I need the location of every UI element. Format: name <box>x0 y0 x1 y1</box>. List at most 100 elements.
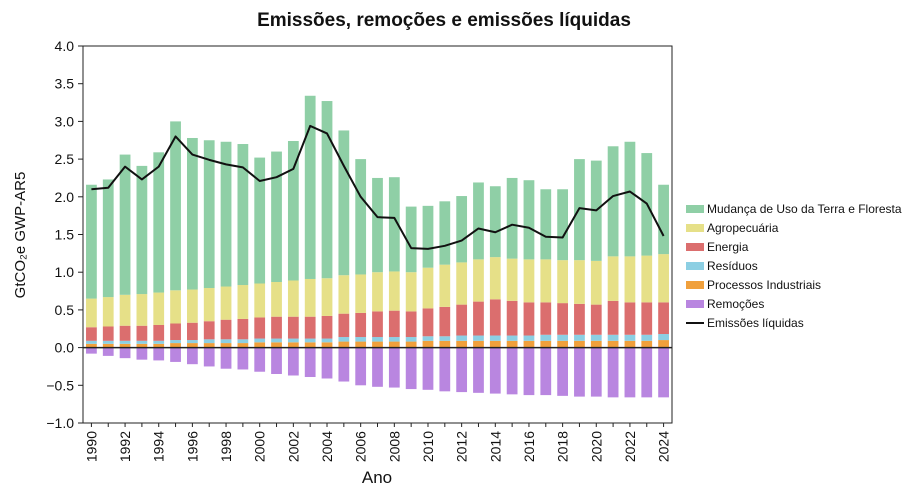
bar-energia-2004 <box>321 315 333 339</box>
y-tick-label: 4.0 <box>55 38 75 54</box>
bar-res-duos-1990 <box>86 340 97 344</box>
bar-res-duos-2017 <box>540 334 552 341</box>
bar-processos-industriais-1997 <box>203 343 215 348</box>
bar-agropecu-ria-1998 <box>220 286 232 320</box>
bar-res-duos-2018 <box>557 334 568 341</box>
bar-remo-es-2019 <box>574 347 585 397</box>
bar-mudan-a-de-uso-da-terra-e-floresta-2015 <box>506 177 518 259</box>
bar-processos-industriais-2016 <box>523 340 535 348</box>
bar-res-duos-2007 <box>372 337 383 342</box>
x-tick-label: 2000 <box>252 431 268 462</box>
bar-remo-es-1992 <box>119 347 131 359</box>
bar-res-duos-1996 <box>187 340 198 344</box>
legend-label: Energia <box>707 240 749 254</box>
bar-mudan-a-de-uso-da-terra-e-floresta-1994 <box>153 152 165 293</box>
bar-mudan-a-de-uso-da-terra-e-floresta-2011 <box>439 201 451 265</box>
bar-energia-2017 <box>540 302 552 335</box>
bar-energia-2013 <box>473 301 484 336</box>
bar-res-duos-2022 <box>624 334 636 341</box>
bar-processos-industriais-2017 <box>540 340 552 348</box>
bar-energia-1991 <box>102 326 114 341</box>
bar-processos-industriais-2014 <box>489 340 501 348</box>
x-tick-label: 2024 <box>656 431 672 462</box>
bar-remo-es-2000 <box>254 347 266 372</box>
bar-remo-es-2017 <box>540 347 552 396</box>
bar-processos-industriais-2023 <box>641 340 653 348</box>
bar-agropecu-ria-2023 <box>641 255 653 303</box>
bar-mudan-a-de-uso-da-terra-e-floresta-1999 <box>237 144 249 286</box>
bar-energia-2014 <box>489 299 501 336</box>
legend-swatch <box>686 205 704 213</box>
bar-processos-industriais-2003 <box>304 342 316 348</box>
bar-remo-es-2016 <box>523 347 535 396</box>
x-tick-label: 2006 <box>353 431 369 462</box>
y-tick-label: 3.5 <box>55 76 75 92</box>
bar-energia-2015 <box>506 300 518 336</box>
x-tick-label: 2022 <box>622 431 638 462</box>
bar-agropecu-ria-2008 <box>388 271 400 311</box>
bar-processos-industriais-1999 <box>237 343 249 348</box>
bar-agropecu-ria-2017 <box>540 259 552 303</box>
y-tick-label: 0.0 <box>55 340 75 356</box>
bar-energia-2005 <box>338 313 350 338</box>
bar-mudan-a-de-uso-da-terra-e-floresta-2004 <box>321 101 333 279</box>
bar-remo-es-1996 <box>187 347 198 365</box>
bar-energia-2003 <box>304 316 316 339</box>
bar-energia-2006 <box>355 312 367 338</box>
bar-energia-2022 <box>624 302 636 335</box>
bar-agropecu-ria-2004 <box>321 278 333 316</box>
bar-agropecu-ria-2002 <box>287 280 299 317</box>
bar-mudan-a-de-uso-da-terra-e-floresta-1992 <box>119 154 131 295</box>
bar-agropecu-ria-2011 <box>439 264 451 307</box>
bar-energia-2023 <box>641 302 653 335</box>
bar-processos-industriais-1995 <box>170 343 181 348</box>
bar-agropecu-ria-1990 <box>86 298 97 328</box>
bar-remo-es-2006 <box>355 347 367 386</box>
bar-res-duos-2010 <box>422 336 434 341</box>
bar-remo-es-2013 <box>473 347 484 393</box>
x-tick-label: 1992 <box>117 431 133 462</box>
bar-processos-industriais-2012 <box>456 340 468 348</box>
bar-mudan-a-de-uso-da-terra-e-floresta-2018 <box>557 189 568 261</box>
bar-processos-industriais-2022 <box>624 340 636 348</box>
bar-agropecu-ria-1999 <box>237 285 249 319</box>
bar-mudan-a-de-uso-da-terra-e-floresta-1995 <box>170 121 181 291</box>
bar-mudan-a-de-uso-da-terra-e-floresta-2007 <box>372 177 383 273</box>
x-tick-label: 1994 <box>151 431 167 462</box>
bar-res-duos-2003 <box>304 338 316 343</box>
bar-agropecu-ria-2007 <box>372 272 383 312</box>
bar-res-duos-2001 <box>271 338 282 343</box>
bar-energia-2008 <box>388 310 400 338</box>
bar-res-duos-1993 <box>136 340 148 344</box>
bar-res-duos-2002 <box>287 338 299 343</box>
bar-processos-industriais-2024 <box>658 340 669 348</box>
axes-layer: −1.0 −0.5 0.0 0.5 1.0 1.5 2.0 2.5 3.0 3.5 4.0 1990 1… <box>46 38 673 462</box>
bar-res-duos-1995 <box>170 340 181 344</box>
legend-label: Processos Industriais <box>707 278 821 292</box>
x-tick-label: 2018 <box>555 431 571 462</box>
bar-energia-1992 <box>119 325 131 341</box>
bar-remo-es-2004 <box>321 347 333 379</box>
bar-energia-2007 <box>372 311 383 338</box>
bar-agropecu-ria-2009 <box>405 272 417 312</box>
bar-processos-industriais-2006 <box>355 341 367 348</box>
bar-agropecu-ria-2012 <box>456 262 468 305</box>
bar-processos-industriais-1993 <box>136 343 148 348</box>
bar-energia-2016 <box>523 302 535 336</box>
bar-res-duos-2012 <box>456 335 468 341</box>
bar-remo-es-2008 <box>388 347 400 388</box>
bar-mudan-a-de-uso-da-terra-e-floresta-2006 <box>355 159 367 275</box>
bar-energia-2000 <box>254 317 266 339</box>
bar-mudan-a-de-uso-da-terra-e-floresta-2001 <box>271 151 282 282</box>
bar-energia-1999 <box>237 318 249 340</box>
bar-mudan-a-de-uso-da-terra-e-floresta-1997 <box>203 140 215 289</box>
bar-remo-es-2020 <box>590 347 602 397</box>
bar-energia-2001 <box>271 316 282 339</box>
bar-res-duos-2000 <box>254 338 266 343</box>
bar-agropecu-ria-2016 <box>523 259 535 303</box>
bar-energia-1994 <box>153 324 165 341</box>
bar-agropecu-ria-2005 <box>338 275 350 314</box>
bar-remo-es-2005 <box>338 347 350 382</box>
bar-energia-1993 <box>136 325 148 341</box>
bar-energia-2011 <box>439 306 451 337</box>
